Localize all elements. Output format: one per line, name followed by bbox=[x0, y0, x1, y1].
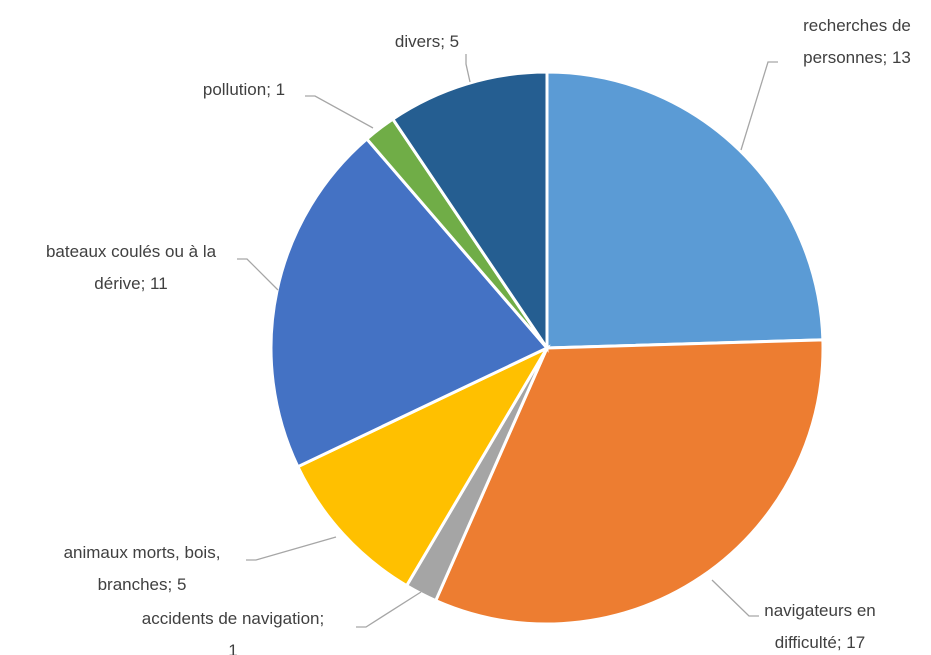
data-label-0: recherches de personnes; 13 bbox=[803, 16, 911, 67]
data-label-line: recherches de bbox=[803, 16, 911, 35]
data-label-line: animaux morts, bois, bbox=[64, 543, 221, 562]
leader-lines bbox=[237, 54, 778, 628]
data-label-line: dérive; 11 bbox=[94, 274, 167, 293]
pie-slices bbox=[269, 70, 825, 626]
data-label-line: bateaux coulés ou à la bbox=[46, 242, 217, 261]
leader-line-5 bbox=[305, 95, 374, 129]
data-label-2: accidents de navigation; 1 bbox=[142, 609, 324, 655]
data-label-1: navigateurs en difficulté; 17 bbox=[764, 601, 876, 652]
data-label-line: difficulté; 17 bbox=[775, 633, 865, 652]
leader-line-0 bbox=[740, 61, 778, 151]
leader-line-3 bbox=[246, 536, 337, 561]
leader-line-6 bbox=[465, 54, 471, 83]
pie-slice-1 bbox=[433, 338, 825, 626]
data-label-line: pollution; 1 bbox=[203, 80, 285, 99]
data-label-line: divers; 5 bbox=[395, 32, 459, 51]
pie-slice-3 bbox=[295, 344, 551, 588]
pie-slice-6 bbox=[390, 70, 549, 353]
data-label-line: accidents de navigation; bbox=[142, 609, 324, 628]
data-label-5: pollution; 1 bbox=[203, 80, 285, 99]
data-label-line: branches; 5 bbox=[98, 575, 187, 594]
data-label-4: bateaux coulés ou à la dérive; 11 bbox=[46, 242, 217, 293]
pie-slice-0 bbox=[545, 70, 825, 350]
leader-line-1 bbox=[711, 579, 759, 617]
leader-line-4 bbox=[237, 258, 279, 291]
data-label-line: personnes; 13 bbox=[803, 48, 911, 67]
data-labels: recherches de personnes; 13 navigateurs en… bbox=[46, 16, 911, 655]
data-label-3: animaux morts, bois, branches; 5 bbox=[64, 543, 221, 594]
pie-slice-4 bbox=[269, 136, 550, 469]
data-label-line: 1 bbox=[228, 641, 237, 655]
data-label-line: navigateurs en bbox=[764, 601, 876, 620]
data-label-6: divers; 5 bbox=[395, 32, 459, 51]
leader-line-2 bbox=[356, 591, 422, 628]
